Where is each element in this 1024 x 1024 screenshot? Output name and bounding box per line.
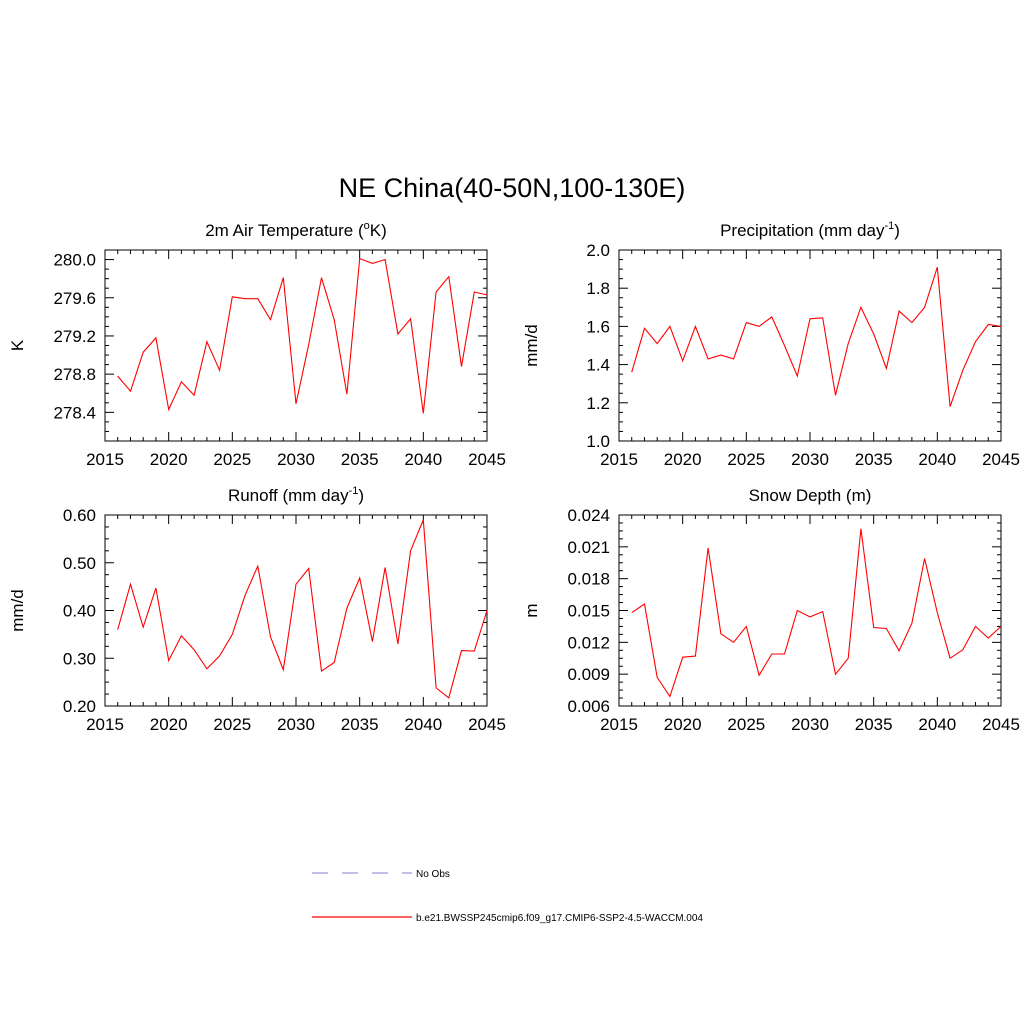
y-tick-label: 278.8 xyxy=(53,365,96,384)
x-tick-label: 2040 xyxy=(404,450,442,469)
x-tick-label: 2020 xyxy=(150,715,188,734)
x-tick-label: 2035 xyxy=(855,450,893,469)
x-tick-label: 2025 xyxy=(213,715,251,734)
panel-title-main: Snow Depth (m) xyxy=(749,486,872,505)
panel-temp: 2015 2020 2025 2030 2035 2040 2045 278.4 278.8 27… xyxy=(8,220,506,469)
panel-title-main: Runoff (mm day xyxy=(228,486,349,505)
panel-runoff: 2015 2020 2025 2030 2035 2040 2045 0.20 0.30 0.40… xyxy=(8,485,506,734)
y-tick-label: 1.6 xyxy=(586,317,610,336)
plot-frame xyxy=(618,249,1002,442)
y-axis-label: K xyxy=(8,339,27,351)
panel-title-tail: ) xyxy=(894,221,900,240)
x-tick-label: 2035 xyxy=(341,715,379,734)
x-tick-label: 2035 xyxy=(855,715,893,734)
panel-title-tail: ) xyxy=(358,486,364,505)
legend: No Obs b.e21.BWSSP245cmip6.f09_g17.CMIP6-… xyxy=(312,869,703,924)
series-line xyxy=(631,528,1002,698)
x-tick-label: 2045 xyxy=(468,450,506,469)
x-tick-label: 2045 xyxy=(468,715,506,734)
y-tick-label: 1.4 xyxy=(586,356,610,375)
y-tick-label: 1.2 xyxy=(586,394,610,413)
x-tick-label: 2020 xyxy=(150,450,188,469)
x-tick-label: 2020 xyxy=(664,715,702,734)
panel-title-main: 2m Air Temperature ( xyxy=(205,221,364,240)
figure-title: NE China(40-50N,100-130E) xyxy=(339,173,686,203)
legend-label: No Obs xyxy=(416,869,450,880)
y-tick-label: 2.0 xyxy=(586,241,610,260)
y-axis-label: mm/d xyxy=(522,324,541,367)
y-tick-label: 0.40 xyxy=(63,602,96,621)
y-tick-label: 0.024 xyxy=(567,506,610,525)
y-tick-label: 0.018 xyxy=(567,570,610,589)
panel-title-superscript: o xyxy=(364,220,370,232)
y-tick-label: 0.015 xyxy=(567,602,610,621)
x-tick-label: 2015 xyxy=(86,450,124,469)
y-tick-label: 279.2 xyxy=(53,327,96,346)
panels-group: 2015 2020 2025 2030 2035 2040 2045 278.4 278.8 27… xyxy=(8,220,1020,734)
y-tick-label: 0.50 xyxy=(63,554,96,573)
y-tick-label: 0.60 xyxy=(63,506,96,525)
y-tick-label: 0.009 xyxy=(567,665,610,684)
x-tick-label: 2045 xyxy=(982,715,1020,734)
x-tick-label: 2035 xyxy=(341,450,379,469)
panel-snow: 2015 2020 2025 2030 2035 2040 2045 0.006 0.009 0.… xyxy=(522,486,1020,734)
y-axis-label: m xyxy=(522,603,541,617)
panel-title-superscript: -1 xyxy=(884,220,894,232)
y-tick-label: 1.8 xyxy=(586,279,610,298)
panel-title-tail: K) xyxy=(370,221,387,240)
x-tick-label: 2040 xyxy=(404,715,442,734)
x-tick-label: 2025 xyxy=(727,450,765,469)
series-line xyxy=(117,257,488,414)
x-tick-label: 2030 xyxy=(791,715,829,734)
y-tick-label: 0.012 xyxy=(567,633,610,652)
panel-precip: 2015 2020 2025 2030 2035 2040 2045 1.0 1.2 1.4 1.6… xyxy=(522,220,1020,469)
legend-entry: b.e21.BWSSP245cmip6.f09_g17.CMIP6-SSP2-4… xyxy=(312,913,703,924)
panel-title-superscript: -1 xyxy=(349,485,359,497)
y-tick-label: 279.6 xyxy=(53,289,96,308)
x-tick-label: 2025 xyxy=(727,715,765,734)
y-tick-label: 278.4 xyxy=(53,403,96,422)
panel-title: Precipitation (mm day-1) xyxy=(720,220,900,240)
y-tick-label: 0.021 xyxy=(567,538,610,557)
legend-label: b.e21.BWSSP245cmip6.f09_g17.CMIP6-SSP2-4… xyxy=(416,913,703,924)
x-tick-label: 2015 xyxy=(600,715,638,734)
panel-title-main: Precipitation (mm day xyxy=(720,221,885,240)
panel-title: Snow Depth (m) xyxy=(749,486,872,505)
plot-frame xyxy=(104,249,488,442)
x-tick-label: 2045 xyxy=(982,450,1020,469)
x-tick-label: 2020 xyxy=(664,450,702,469)
panel-title: Runoff (mm day-1) xyxy=(228,485,364,505)
y-tick-label: 0.30 xyxy=(63,649,96,668)
x-tick-label: 2030 xyxy=(791,450,829,469)
x-tick-label: 2025 xyxy=(213,450,251,469)
x-tick-label: 2015 xyxy=(600,450,638,469)
y-tick-label: 280.0 xyxy=(53,251,96,270)
x-tick-label: 2015 xyxy=(86,715,124,734)
y-axis-label: mm/d xyxy=(8,589,27,632)
x-tick-label: 2030 xyxy=(277,715,315,734)
y-tick-label: 1.0 xyxy=(586,432,610,451)
series-line xyxy=(117,519,488,699)
x-tick-label: 2040 xyxy=(918,450,956,469)
x-tick-label: 2040 xyxy=(918,715,956,734)
panel-title: 2m Air Temperature (oK) xyxy=(205,220,387,240)
series-line xyxy=(631,267,1002,407)
legend-entry: No Obs xyxy=(312,869,450,880)
y-tick-label: 0.20 xyxy=(63,697,96,716)
y-tick-label: 0.006 xyxy=(567,697,610,716)
x-tick-label: 2030 xyxy=(277,450,315,469)
